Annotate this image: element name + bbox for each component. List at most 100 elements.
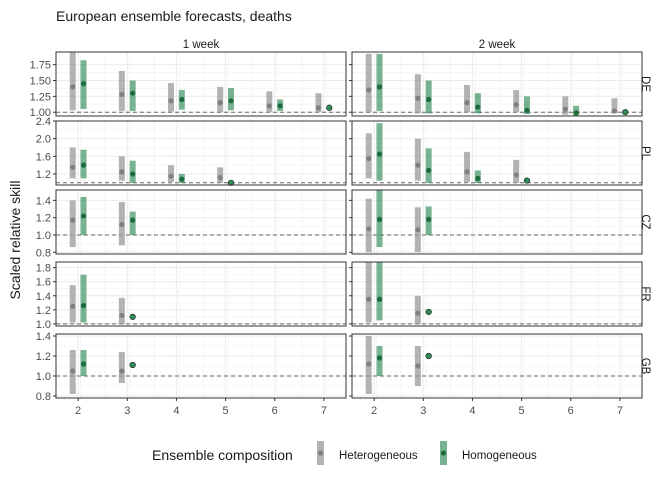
panel-cz-1-week: 0.8 1.0 1.2 1.4	[36, 189, 347, 259]
x-tick-label: 6	[272, 405, 278, 417]
median-point-heterogeneous	[70, 303, 76, 309]
legend-label-heterogeneous: Heterogeneous	[339, 450, 418, 462]
panel-border	[351, 51, 643, 117]
interval-bar-heterogeneous	[464, 151, 471, 182]
median-point-homogeneous	[80, 361, 87, 367]
legend-title: Ensemble composition	[152, 447, 293, 463]
median-point-heterogeneous	[119, 368, 125, 374]
panel-pl-1-week: 1.2 1.6 2.0 2.4	[36, 116, 347, 186]
facet-row-label: PL	[639, 146, 651, 161]
median-point-homogeneous	[426, 216, 432, 223]
y-tick-label: 1.6	[36, 277, 51, 289]
median-point-homogeneous	[277, 103, 283, 109]
median-point-homogeneous	[179, 176, 185, 182]
median-point-homogeneous	[80, 81, 87, 87]
median-point-heterogeneous	[70, 164, 76, 170]
y-tick-label: 1.6	[36, 151, 51, 163]
median-point-heterogeneous	[415, 162, 421, 168]
median-point-homogeneous	[130, 217, 136, 223]
panel-de-2-week	[349, 51, 643, 117]
x-tick-label: 3	[420, 405, 426, 417]
x-tick-label: 7	[321, 405, 327, 417]
panel-border	[55, 51, 347, 117]
median-point-heterogeneous	[464, 100, 470, 106]
median-point-heterogeneous	[464, 169, 470, 175]
median-point-heterogeneous	[415, 95, 421, 101]
interval-bar-heterogeneous	[118, 156, 125, 181]
x-tick-label: 2	[75, 405, 81, 417]
interval-bar-homogeneous	[376, 346, 383, 376]
interval-bar-heterogeneous	[217, 86, 224, 113]
y-tick-label: 1.50	[30, 76, 51, 88]
median-point-homogeneous	[622, 109, 629, 116]
interval-bar-homogeneous	[474, 93, 481, 114]
median-point-homogeneous	[524, 107, 530, 113]
panel-border	[55, 189, 347, 255]
median-point-heterogeneous	[366, 296, 372, 302]
panel-fr-1-week: 1.0 1.2 1.4 1.6 1.8	[36, 261, 347, 331]
median-point-homogeneous	[376, 355, 383, 361]
interval-bar-heterogeneous	[414, 295, 421, 324]
y-tick-label: 1.2	[36, 213, 51, 225]
interval-bar-homogeneous	[376, 262, 383, 321]
y-tick-label: 1.00	[30, 107, 51, 119]
median-point-homogeneous	[376, 151, 383, 157]
interval-bar-homogeneous	[425, 148, 432, 183]
median-point-homogeneous	[376, 296, 383, 302]
panel-border	[351, 261, 643, 327]
y-tick-label: 1.75	[30, 60, 51, 72]
interval-bar-heterogeneous	[69, 52, 76, 111]
median-point-homogeneous	[228, 98, 234, 104]
median-point-heterogeneous	[315, 105, 322, 111]
median-point-homogeneous	[129, 361, 136, 369]
median-point-heterogeneous	[119, 91, 125, 98]
median-point-heterogeneous	[366, 361, 372, 367]
y-tick-label: 0.8	[36, 247, 51, 259]
panel-fr-2-week	[349, 261, 643, 327]
median-point-homogeneous	[80, 162, 87, 168]
y-tick-label: 1.4	[36, 331, 51, 343]
median-point-heterogeneous	[119, 312, 125, 319]
facet-column-label: 1 week	[183, 39, 220, 51]
median-point-heterogeneous	[415, 227, 421, 233]
interval-bar-heterogeneous	[118, 352, 125, 383]
interval-bar-heterogeneous	[69, 200, 76, 248]
interval-bar-heterogeneous	[168, 165, 175, 182]
median-point-homogeneous	[130, 171, 136, 177]
median-point-homogeneous	[179, 96, 185, 103]
interval-bar-heterogeneous	[414, 74, 421, 114]
median-point-heterogeneous	[119, 169, 125, 175]
median-point-heterogeneous	[266, 103, 272, 109]
interval-bar-heterogeneous	[315, 93, 322, 113]
median-point-heterogeneous	[366, 226, 372, 232]
y-tick-label: 2.0	[36, 134, 51, 146]
median-point-homogeneous	[523, 177, 531, 184]
panel-border	[351, 120, 643, 186]
interval-bar-heterogeneous	[513, 90, 520, 113]
legend-label-homogeneous: Homogeneous	[462, 450, 537, 462]
y-tick-label: 1.0	[36, 230, 51, 242]
interval-bar-heterogeneous	[365, 262, 372, 323]
median-point-heterogeneous	[513, 101, 519, 108]
x-tick-label: 3	[124, 405, 130, 417]
interval-bar-heterogeneous	[168, 83, 175, 112]
interval-bar-heterogeneous	[118, 71, 125, 111]
y-tick-label: 1.4	[36, 195, 51, 207]
median-point-homogeneous	[475, 104, 481, 110]
interval-bar-heterogeneous	[513, 159, 520, 183]
median-point-homogeneous	[130, 90, 136, 96]
x-tick-label: 4	[469, 405, 475, 417]
x-tick-label: 7	[617, 405, 623, 417]
y-tick-label: 1.2	[36, 305, 51, 317]
legend-key-homogeneous-point	[440, 450, 447, 456]
median-point-homogeneous	[426, 96, 432, 103]
median-point-homogeneous	[80, 303, 87, 309]
median-point-heterogeneous	[70, 368, 76, 374]
panel-gb-1-week: 0.8 1.0 1.2 1.4 2 3 4 5 6 7	[36, 331, 347, 417]
median-point-homogeneous	[376, 84, 383, 90]
y-axis-label: Scaled relative skill	[7, 180, 23, 299]
interval-bar-heterogeneous	[69, 147, 76, 179]
median-point-homogeneous	[425, 308, 432, 316]
median-point-homogeneous	[425, 352, 432, 360]
